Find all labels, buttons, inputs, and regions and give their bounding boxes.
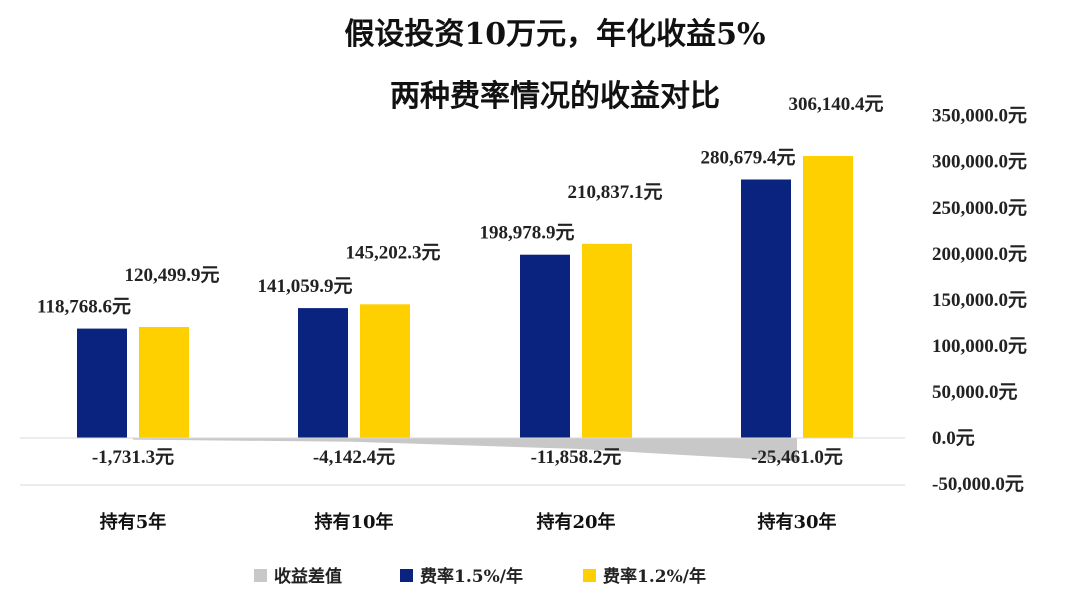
chart-title-line1: 假设投资10万元，年化收益5% <box>344 17 765 52</box>
label-fee-1-2-1: 120,499.9元 <box>124 265 219 286</box>
legend-swatch-2 <box>400 569 413 582</box>
plot-area: 118,768.6元 120,499.9元 -1,731.3元 141,059.9元 1… <box>20 94 905 486</box>
label-fee-1-5-4: 280,679.4元 <box>700 148 795 169</box>
y-tick-3: 100,000.0元 <box>932 336 1027 357</box>
label-fee-1-2-3: 210,837.1元 <box>567 182 662 203</box>
y-tick-8: 350,000.0元 <box>932 106 1027 127</box>
bar-fee-1-5-2 <box>298 308 348 438</box>
category-label-4: 持有30年 <box>757 511 836 533</box>
legend-label-3: 费率1.2%/年 <box>603 566 706 587</box>
bar-fee-1-5-1 <box>77 328 127 438</box>
legend-swatch-1 <box>254 569 267 582</box>
y-tick-4: 150,000.0元 <box>932 290 1027 311</box>
bar-fee-1-2-1 <box>139 327 189 438</box>
label-fee-1-2-4: 306,140.4元 <box>788 94 883 115</box>
label-fee-1-2-2: 145,202.3元 <box>345 242 440 263</box>
label-diff-4: -25,461.0元 <box>751 447 843 468</box>
label-diff-3: -11,858.2元 <box>531 447 622 468</box>
bar-fee-1-5-3 <box>520 254 570 438</box>
legend-label-2: 费率1.5%/年 <box>420 566 523 587</box>
label-fee-1-5-1: 118,768.6元 <box>37 297 131 318</box>
y-tick-2: 50,000.0元 <box>932 382 1018 403</box>
y-tick-7: 300,000.0元 <box>932 152 1027 173</box>
label-diff-2: -4,142.4元 <box>313 447 395 468</box>
label-fee-1-5-3: 198,978.9元 <box>479 223 574 244</box>
label-fee-1-5-2: 141,059.9元 <box>257 276 352 297</box>
chart-title-line2: 两种费率情况的收益对比 <box>390 79 720 114</box>
y-tick-6: 250,000.0元 <box>932 198 1027 219</box>
legend: 收益差值 费率1.5%/年 费率1.2%/年 <box>254 566 706 587</box>
bar-fee-1-5-4 <box>741 179 791 438</box>
category-label-1: 持有5年 <box>100 511 167 533</box>
bar-fee-1-2-3 <box>582 243 632 438</box>
x-axis: 持有5年 持有10年 持有20年 持有30年 <box>100 511 837 533</box>
y-axis: -50,000.0元 0.0元 50,000.0元 100,000.0元 150,000… <box>932 106 1027 496</box>
y-tick-0: -50,000.0元 <box>932 474 1024 495</box>
legend-swatch-3 <box>583 569 596 582</box>
bar-fee-1-2-4 <box>803 156 853 438</box>
y-tick-1: 0.0元 <box>932 428 975 449</box>
legend-label-1: 收益差值 <box>274 566 342 587</box>
bar-fee-1-2-2 <box>360 304 410 438</box>
diff-area <box>133 438 797 462</box>
label-diff-1: -1,731.3元 <box>92 447 174 468</box>
y-tick-5: 200,000.0元 <box>932 244 1027 265</box>
category-label-3: 持有20年 <box>536 511 615 533</box>
category-label-2: 持有10年 <box>314 511 393 533</box>
